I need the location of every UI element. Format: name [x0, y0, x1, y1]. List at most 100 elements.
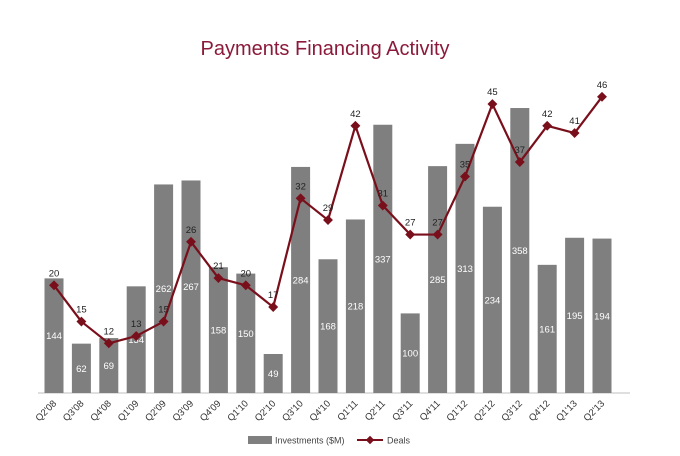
bar-value-label: 218: [347, 302, 363, 313]
deals-value-label: 35: [460, 160, 471, 171]
deals-value-label: 31: [378, 189, 389, 200]
bar-q212: [482, 206, 502, 393]
x-tick-label: Q3'12: [499, 398, 525, 424]
bar-q312: [510, 108, 530, 394]
deals-value-label: 41: [569, 116, 580, 127]
deals-value-label: 46: [597, 80, 608, 91]
deals-marker: [323, 215, 333, 225]
deals-value-label: 32: [295, 181, 306, 192]
bar-q111: [345, 219, 365, 393]
bar-value-label: 100: [402, 349, 418, 360]
deals-value-label: 15: [158, 305, 169, 316]
x-tick-label: Q2'12: [472, 398, 498, 424]
legend-swatch-investments: [248, 436, 272, 444]
bar-value-label: 262: [156, 284, 172, 295]
bar-q209: [154, 184, 174, 393]
bar-value-label: 285: [430, 275, 446, 286]
bar-q409: [208, 267, 228, 393]
bar-value-label: 62: [76, 364, 87, 375]
x-tick-label: Q1'11: [336, 398, 361, 423]
x-tick-label: Q3'11: [390, 398, 415, 423]
deals-value-label: 45: [487, 87, 498, 98]
deals-value-label: 42: [350, 109, 361, 120]
x-tick-label: Q4'09: [198, 398, 224, 424]
bar-q408: [99, 338, 119, 393]
bar-value-label: 161: [539, 324, 555, 335]
deals-marker: [213, 273, 224, 283]
bar-value-label: 358: [512, 246, 528, 257]
x-tick-label: Q2'09: [143, 398, 169, 424]
deals-marker: [460, 171, 470, 182]
x-tick-label: Q3'09: [171, 398, 197, 424]
bar-q308: [71, 343, 91, 393]
deals-marker: [597, 91, 607, 102]
bar-value-label: 234: [484, 295, 500, 306]
deals-value-label: 37: [515, 145, 526, 156]
deals-value-label: 27: [405, 218, 416, 229]
deals-marker: [295, 193, 306, 204]
deals-value-label: 20: [241, 268, 252, 279]
deals-value-label: 17: [268, 290, 279, 301]
bar-value-label: 195: [567, 311, 583, 322]
deals-marker: [542, 120, 553, 131]
deals-marker: [405, 229, 416, 240]
bar-q210: [263, 353, 283, 393]
x-tick-group: Q2'08 Q3'08 Q4'08 Q1'09 Q2'09 Q3'09 Q4'09 Q1'10…: [34, 398, 608, 424]
chart-title: Payments Financing Activity: [200, 38, 450, 60]
deals-line-group: 20 15 12 13 15 26 21 20 17 32 29 42 31 27 27 35 45 37 42 41…: [49, 80, 608, 349]
x-tick-label: Q2'10: [253, 398, 279, 424]
deals-value-label: 26: [186, 225, 197, 236]
x-tick-label: Q3'08: [61, 398, 87, 424]
x-tick-label: Q4'11: [418, 398, 443, 423]
x-tick-label: Q4'08: [88, 398, 114, 424]
bar-q410: [318, 259, 338, 393]
x-tick-label: Q1'09: [116, 398, 142, 424]
bar-q110: [236, 273, 256, 393]
bar-q213: [592, 238, 612, 393]
bar-value-label: 69: [104, 361, 115, 372]
deals-value-label: 27: [432, 218, 443, 229]
bar-q412: [537, 264, 557, 393]
bar-value-label: 144: [46, 331, 62, 342]
deals-marker: [268, 302, 279, 312]
bar-value-label: 313: [457, 264, 473, 275]
deals-marker: [186, 236, 196, 247]
deals-marker: [240, 280, 251, 291]
bar-value-label: 337: [375, 254, 391, 265]
deals-value-label: 29: [323, 203, 334, 214]
bar-group: [44, 108, 612, 394]
deals-marker: [131, 331, 142, 341]
x-tick-label: Q2'11: [363, 398, 388, 423]
deals-marker: [432, 229, 443, 240]
bar-q208: [44, 278, 64, 393]
bar-value-label: 49: [268, 369, 279, 380]
x-tick-label: Q1'13: [554, 398, 580, 424]
bar-q311: [400, 313, 420, 393]
x-tick-label: Q4'10: [308, 398, 334, 424]
deals-marker: [158, 316, 169, 327]
legend-label-investments: Investments ($M): [275, 436, 345, 446]
bar-value-label: 267: [183, 282, 199, 293]
deals-marker: [569, 128, 580, 138]
deals-marker: [514, 157, 525, 167]
deals-value-label: 13: [131, 319, 142, 330]
legend: Investments ($M) Deals: [248, 436, 411, 446]
bar-value-label: 194: [594, 311, 610, 322]
deals-value-label: 12: [104, 326, 115, 337]
bar-q310: [291, 166, 311, 393]
bar-q113: [565, 237, 585, 393]
bar-value-label: 150: [238, 329, 254, 340]
legend-swatch-deals-marker: [365, 435, 375, 445]
deals-value-label: 21: [213, 261, 224, 272]
x-tick-label: Q1'12: [445, 398, 471, 424]
deals-value-label: 20: [49, 268, 60, 279]
bar-q309: [181, 180, 201, 393]
x-tick-label: Q1'10: [225, 398, 251, 424]
deals-value-label: 15: [76, 305, 87, 316]
x-tick-label: Q2'13: [582, 398, 608, 424]
deals-value-label: 42: [542, 109, 553, 120]
x-tick-label: Q2'08: [34, 398, 60, 424]
deals-marker: [350, 120, 361, 131]
deals-marker: [487, 99, 498, 109]
